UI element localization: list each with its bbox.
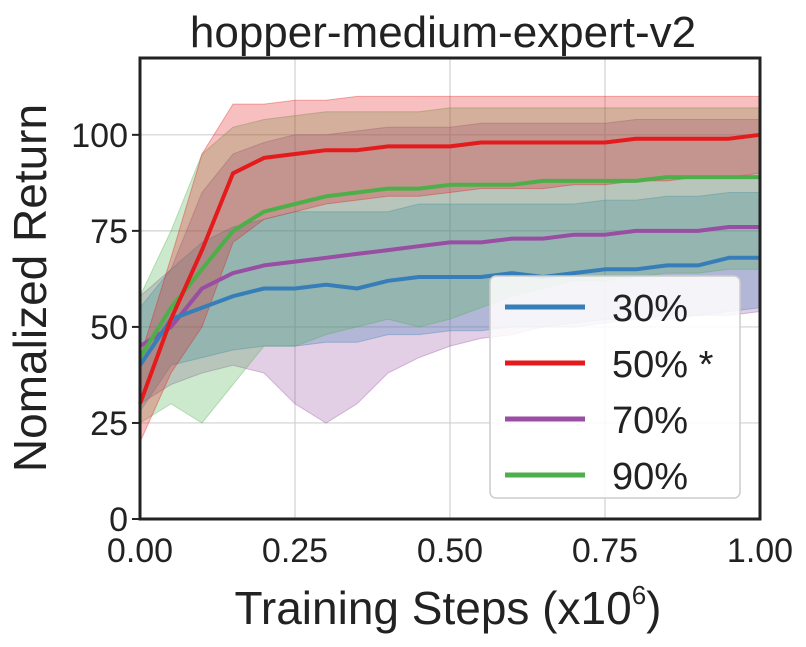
x-ticks: 0.00 0.25 0.50 0.75 1.00 bbox=[107, 532, 793, 570]
y-tick-label: 100 bbox=[71, 117, 128, 155]
y-tick-label: 0 bbox=[109, 501, 128, 539]
plot-frame bbox=[138, 56, 762, 521]
y-tick-label: 50 bbox=[90, 309, 128, 347]
legend: 30% 50% * 70% 90% bbox=[489, 275, 741, 499]
x-axis-label-suffix: ) bbox=[646, 582, 661, 634]
confidence-bands bbox=[139, 95, 761, 443]
legend-label: 30% bbox=[612, 288, 688, 330]
y-tick-label: 25 bbox=[90, 405, 128, 443]
series-line-1 bbox=[138, 132, 761, 405]
y-axis-label: Nomalized Return bbox=[4, 104, 56, 472]
y-ticks: 0 25 50 75 100 bbox=[71, 117, 140, 539]
x-tick-label: 0.50 bbox=[417, 532, 483, 570]
chart-title: hopper-medium-expert-v2 bbox=[190, 8, 696, 57]
series-lines bbox=[138, 132, 761, 405]
x-axis-label-text: Training Steps (x bbox=[235, 582, 581, 634]
y-tick-label: 75 bbox=[90, 213, 128, 251]
legend-box bbox=[489, 275, 741, 499]
series-line-0 bbox=[138, 255, 760, 367]
x-axis-label-base: 10 bbox=[581, 582, 632, 634]
series-line-2 bbox=[138, 225, 760, 348]
legend-label: 90% bbox=[612, 456, 688, 498]
x-axis-label-power: 6 bbox=[632, 580, 646, 610]
x-tick-label: 0.00 bbox=[107, 532, 173, 570]
x-tick-label: 0.75 bbox=[572, 532, 638, 570]
x-tick-label: 1.00 bbox=[727, 532, 793, 570]
x-tick-label: 0.25 bbox=[262, 532, 328, 570]
x-axis-label: Training Steps (x106) bbox=[235, 580, 662, 634]
series-line-3 bbox=[138, 175, 760, 359]
legend-label: 50% * bbox=[612, 344, 714, 386]
legend-label: 70% bbox=[612, 400, 688, 442]
